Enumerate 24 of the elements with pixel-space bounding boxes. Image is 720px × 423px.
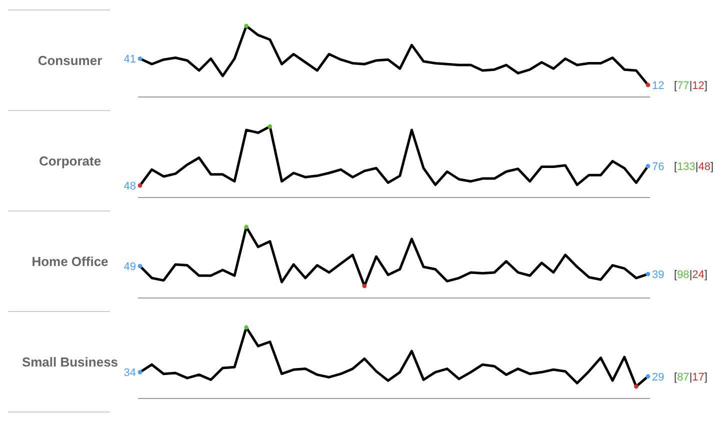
data-label: 49 bbox=[124, 261, 136, 274]
point bbox=[362, 284, 367, 288]
text: [98|24] bbox=[674, 269, 708, 282]
text: [133|48] bbox=[674, 161, 714, 174]
data-label: 29 bbox=[652, 371, 664, 384]
text: Home Office bbox=[32, 254, 108, 269]
data-label: 48 bbox=[124, 180, 136, 192]
data-label: 76 bbox=[652, 161, 664, 174]
point bbox=[138, 264, 142, 268]
text: [87|17] bbox=[674, 371, 708, 384]
text: Corporate bbox=[38, 154, 102, 168]
data-label: 34 bbox=[124, 367, 136, 380]
point bbox=[244, 325, 249, 330]
point bbox=[646, 374, 650, 379]
point bbox=[244, 224, 249, 230]
data-label: 12 bbox=[652, 80, 664, 92]
point bbox=[646, 272, 650, 276]
text: [77|12] bbox=[674, 80, 708, 92]
point bbox=[138, 370, 142, 374]
data-label: 39 bbox=[652, 269, 664, 282]
data-label: 41 bbox=[124, 54, 136, 66]
point bbox=[634, 384, 638, 389]
text: Small Business bbox=[22, 354, 118, 370]
text: Consumer bbox=[38, 53, 102, 68]
